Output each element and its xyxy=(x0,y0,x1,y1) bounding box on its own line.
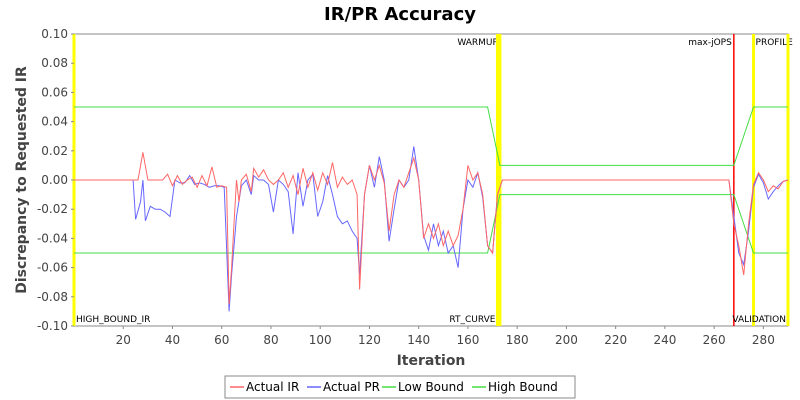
x-tick-label: 220 xyxy=(604,333,627,347)
phase-marker-label: RT_CURVE xyxy=(449,315,495,325)
legend-label: High Bound xyxy=(488,380,558,394)
phase-markers: WARMUP max-jOPS PROFILE HIGH_BOUND_IR RT_CUR… xyxy=(72,34,794,326)
x-tick-label: 240 xyxy=(653,333,676,347)
x-tick-label: 100 xyxy=(309,333,332,347)
x-axis-ticks: 20 40 60 80 100 120 140 160 180 200 220 240 260 280 xyxy=(116,326,775,347)
series-lines xyxy=(74,106,789,312)
y-axis-ticks: 0.10 0.08 0.06 0.04 0.02 0.00 -0.02 -0.04 -0.06 -… xyxy=(37,27,74,333)
x-tick-label: 120 xyxy=(358,333,381,347)
legend: Actual IR Actual PR Low Bound High Bound xyxy=(224,375,576,399)
phase-marker-label: VALIDATION xyxy=(732,315,786,325)
x-tick-label: 40 xyxy=(165,333,180,347)
y-tick-label: 0.04 xyxy=(41,115,68,129)
x-tick-label: 260 xyxy=(703,333,726,347)
legend-label: Actual PR xyxy=(323,380,380,394)
y-tick-label: -0.08 xyxy=(37,290,68,304)
series-line-actual-ir xyxy=(74,152,789,305)
y-axis-title: Discrepancy to Requested IR xyxy=(14,66,30,294)
legend-label: Actual IR xyxy=(246,380,299,394)
x-tick-label: 60 xyxy=(214,333,229,347)
y-tick-label: -0.06 xyxy=(37,261,68,275)
y-tick-label: -0.02 xyxy=(37,202,68,216)
series-line-high-bound xyxy=(74,106,788,166)
y-tick-label: 0.10 xyxy=(41,27,68,41)
y-tick-label: 0.08 xyxy=(41,56,68,70)
y-tick-label: 0.06 xyxy=(41,85,68,99)
x-tick-label: 160 xyxy=(456,333,479,347)
phase-marker-label: HIGH_BOUND_IR xyxy=(76,315,150,325)
phase-marker-label: PROFILE xyxy=(756,38,794,48)
y-tick-label: -0.04 xyxy=(37,231,68,245)
x-tick-label: 140 xyxy=(407,333,430,347)
x-tick-label: 200 xyxy=(555,333,578,347)
x-tick-label: 20 xyxy=(116,333,131,347)
y-tick-label: 0.02 xyxy=(41,144,68,158)
phase-marker-label: max-jOPS xyxy=(688,38,732,48)
x-axis-title: Iteration xyxy=(397,353,466,369)
y-tick-label: -0.10 xyxy=(37,319,68,333)
legend-box xyxy=(224,375,576,399)
y-tick-label: 0.00 xyxy=(41,173,68,187)
x-tick-label: 180 xyxy=(506,333,529,347)
x-tick-label: 280 xyxy=(752,333,775,347)
series-line-low-bound xyxy=(74,194,788,254)
chart-title: IR/PR Accuracy xyxy=(324,4,476,25)
x-tick-label: 80 xyxy=(263,333,278,347)
legend-label: Low Bound xyxy=(398,380,464,394)
phase-marker-label: WARMUP xyxy=(457,38,498,48)
